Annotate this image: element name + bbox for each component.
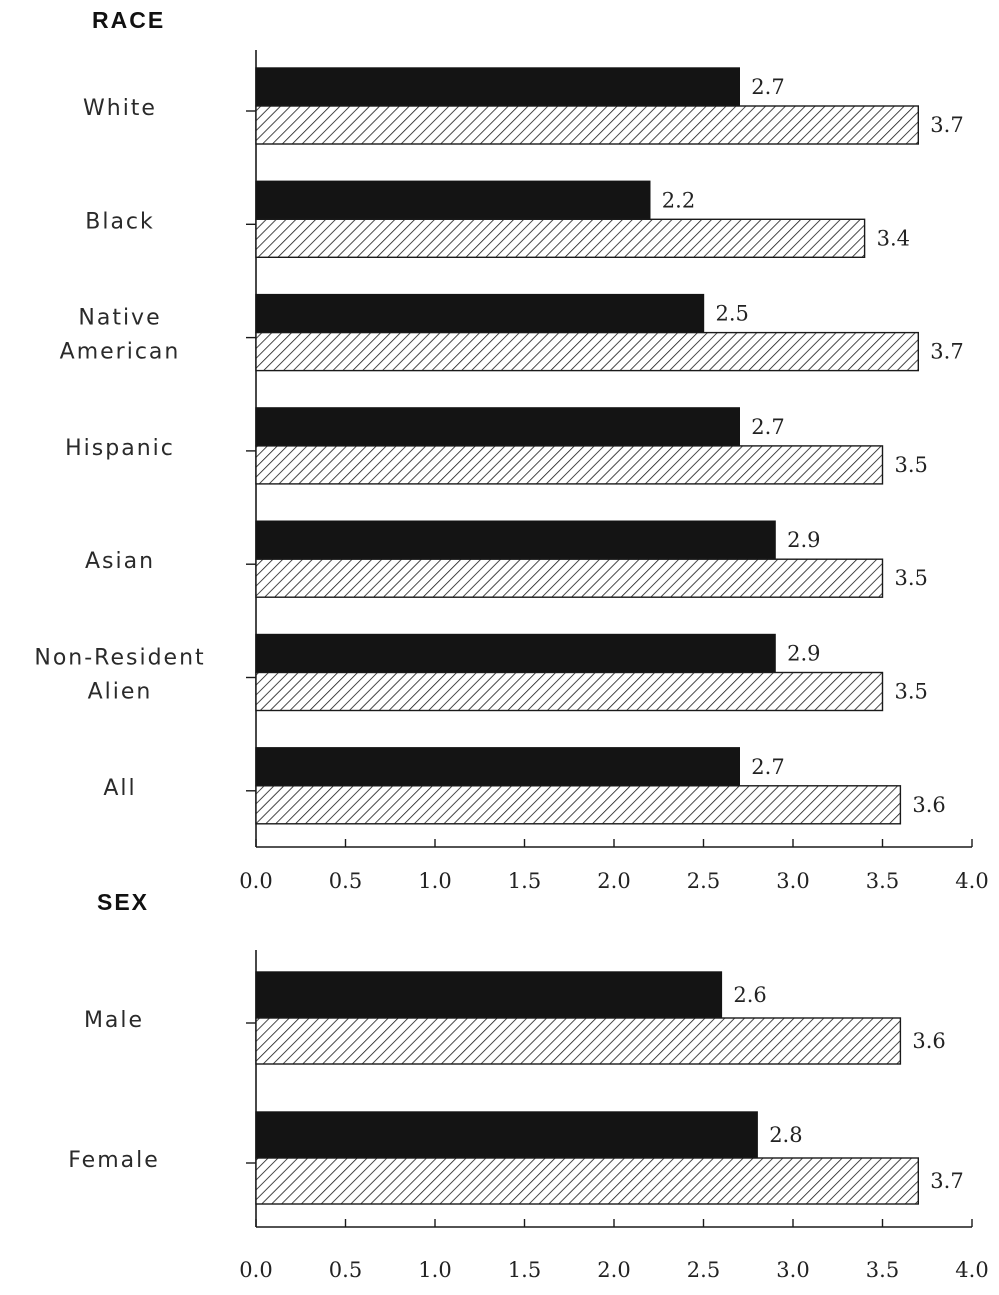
data-label: 2.7: [751, 75, 784, 99]
x-tick-label: 2.5: [687, 1258, 720, 1282]
data-label: 3.5: [895, 453, 928, 477]
category-label: Male: [84, 1008, 144, 1033]
bar-hatched: [255, 105, 919, 145]
x-tick-label: 0.0: [239, 869, 272, 893]
category-label: Black: [85, 209, 155, 234]
x-tick-label: 2.5: [687, 869, 720, 893]
x-tick-label: 2.0: [597, 1258, 630, 1282]
data-label: 2.8: [769, 1123, 802, 1147]
x-tick-label: 3.5: [866, 869, 899, 893]
bar-solid: [255, 407, 740, 447]
x-tick-label: 1.0: [418, 1258, 451, 1282]
x-tick-label: 2.0: [597, 869, 630, 893]
category-label: Native: [78, 306, 161, 331]
section-title: RACE: [92, 7, 165, 33]
bar-solid: [255, 633, 776, 674]
data-label: 2.7: [751, 415, 784, 439]
data-label: 3.7: [930, 340, 963, 364]
data-label: 2.6: [733, 983, 766, 1007]
data-label: 3.5: [895, 566, 928, 590]
bar-solid: [255, 180, 651, 221]
category-label: Female: [68, 1148, 160, 1173]
x-tick-label: 0.5: [329, 1258, 362, 1282]
bar-hatched: [255, 1017, 902, 1065]
data-label: 2.5: [716, 302, 749, 326]
bar-solid: [255, 67, 740, 107]
x-tick-label: 3.0: [776, 1258, 809, 1282]
x-tick-label: 4.0: [955, 1258, 988, 1282]
bar-solid: [255, 971, 723, 1019]
chart-panel-sex: SEX 0.0 0.5 1.0 1.5 2.0 2.5 3.0 3.5 4.0 Male 2.6 3.6…: [68, 889, 988, 1282]
data-label: 2.2: [662, 188, 695, 212]
x-tick-label: 1.5: [508, 1258, 541, 1282]
data-label: 2.7: [751, 755, 784, 779]
category-label: All: [103, 776, 136, 801]
x-tick-label: 4.0: [955, 869, 988, 893]
bar-hatched: [255, 558, 884, 598]
category-label: Asian: [85, 549, 155, 574]
x-tick-label: 1.0: [418, 869, 451, 893]
bar-hatched: [255, 331, 919, 372]
bar-hatched: [255, 1157, 919, 1205]
category-label: White: [83, 96, 157, 121]
bar-hatched: [255, 671, 884, 712]
section-title: SEX: [97, 889, 149, 915]
data-label: 3.7: [930, 1169, 963, 1193]
data-label: 3.6: [912, 793, 945, 817]
bar-solid: [255, 747, 740, 787]
category-label: Alien: [88, 680, 153, 705]
x-tick-label: 3.0: [776, 869, 809, 893]
bar-solid: [255, 520, 776, 560]
category-label: Hispanic: [65, 436, 175, 461]
category-label: Non-Resident: [34, 646, 205, 671]
bar-solid: [255, 293, 705, 334]
category-label: American: [60, 340, 181, 365]
bar-solid: [255, 1111, 758, 1159]
bar-hatched: [255, 445, 884, 485]
x-tick-label: 3.5: [866, 1258, 899, 1282]
data-label: 3.4: [877, 226, 910, 250]
data-label: 2.9: [787, 642, 820, 666]
data-label: 3.7: [930, 113, 963, 137]
x-tick-label: 0.5: [329, 869, 362, 893]
data-label: 3.5: [895, 680, 928, 704]
data-label: 2.9: [787, 528, 820, 552]
bar-hatched: [255, 785, 902, 825]
chart-panel-race: RACE 0.0 0.5 1.0 1.5 2.0 2.5 3.0 3.5 4.0 White 2.7 3…: [34, 7, 988, 893]
bar-hatched: [255, 218, 866, 259]
x-tick-label: 0.0: [239, 1258, 272, 1282]
x-tick-label: 1.5: [508, 869, 541, 893]
data-label: 3.6: [912, 1029, 945, 1053]
